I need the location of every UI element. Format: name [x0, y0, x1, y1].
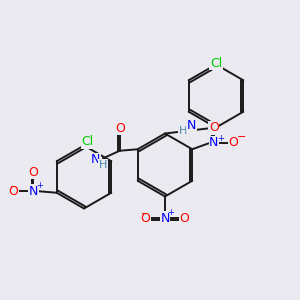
Text: +: + [36, 181, 43, 190]
Text: O: O [229, 136, 238, 149]
Text: +: + [217, 134, 224, 143]
Text: Cl: Cl [82, 135, 94, 148]
Text: O: O [28, 166, 38, 179]
Text: O: O [141, 212, 150, 225]
Text: Cl: Cl [210, 56, 222, 70]
Text: −: − [237, 132, 246, 142]
Text: N: N [91, 153, 100, 166]
Text: H: H [99, 160, 107, 170]
Text: O: O [209, 121, 219, 134]
Text: O: O [115, 122, 125, 135]
Text: +: + [167, 208, 174, 217]
Text: −: − [140, 209, 147, 218]
Text: O: O [180, 212, 189, 225]
Text: −: − [9, 182, 16, 191]
Text: N: N [209, 136, 219, 149]
Text: N: N [160, 212, 170, 225]
Text: H: H [179, 125, 187, 136]
Text: O: O [8, 185, 18, 198]
Text: N: N [28, 185, 38, 198]
Text: N: N [187, 118, 196, 132]
